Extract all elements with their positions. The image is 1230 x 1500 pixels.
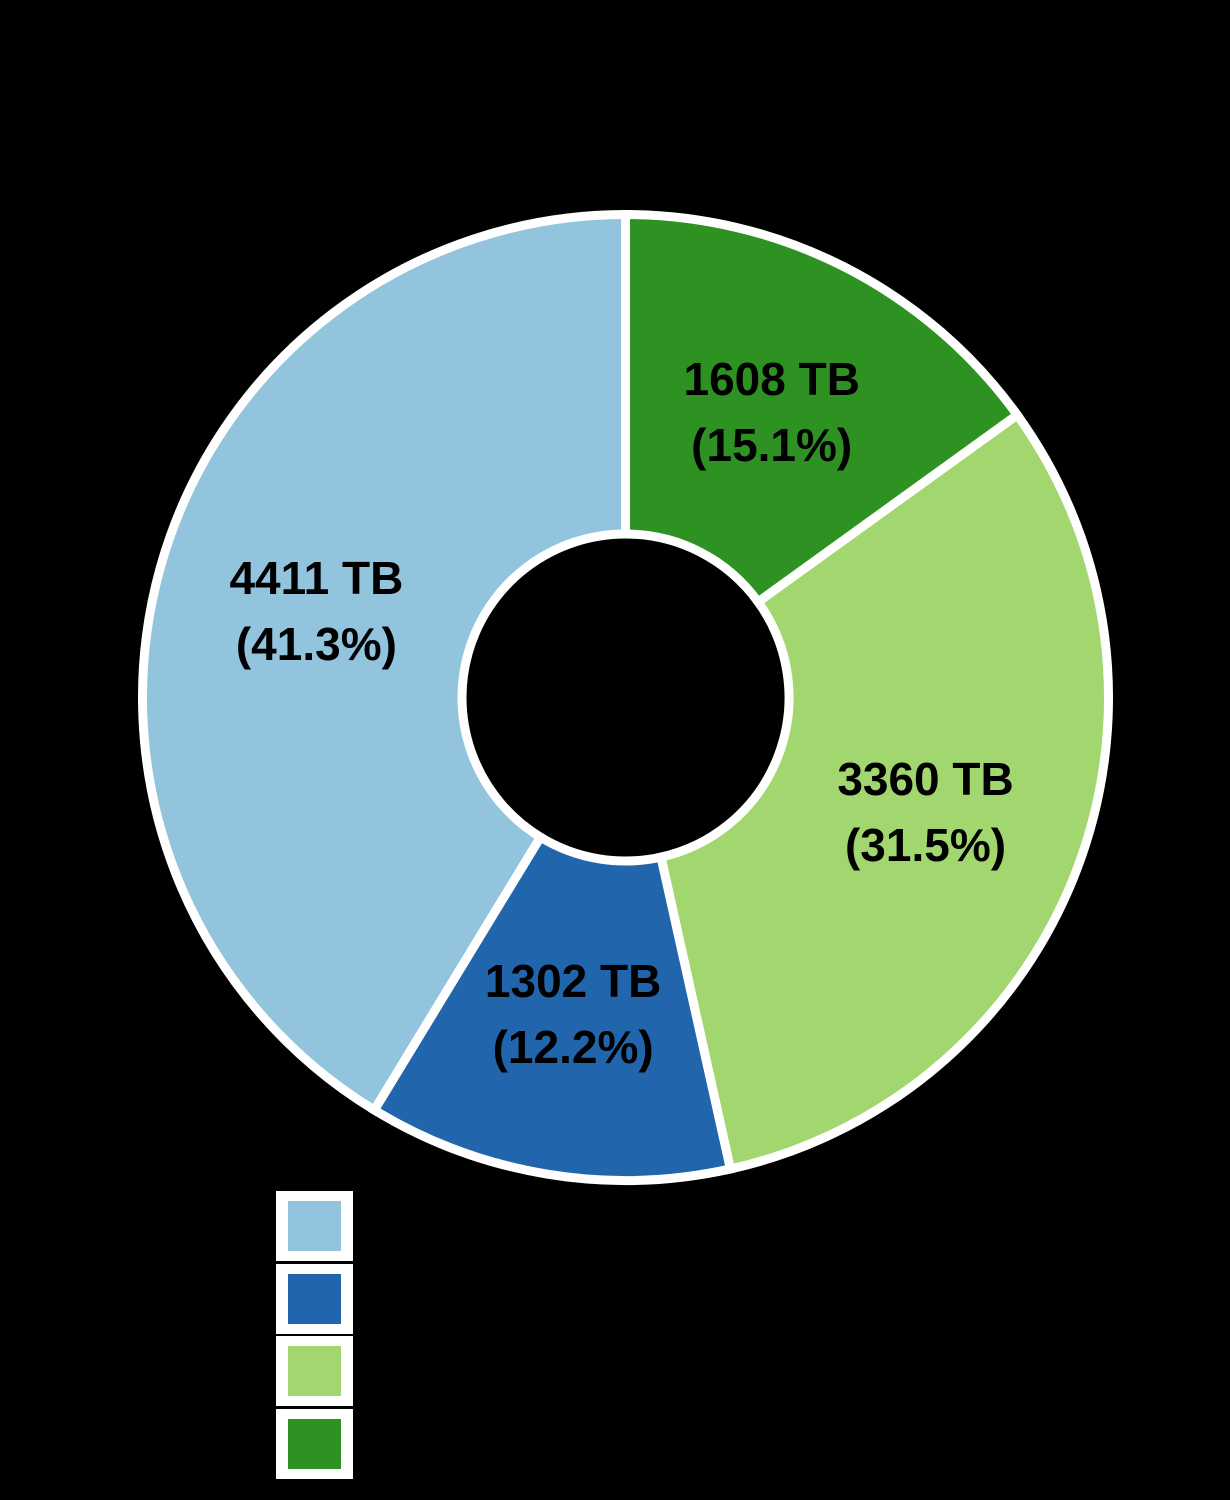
legend-item-1 bbox=[276, 1263, 353, 1334]
pie-slice-0 bbox=[138, 209, 630, 1117]
legend-item-3 bbox=[276, 1408, 353, 1479]
legend-swatch-3 bbox=[288, 1418, 341, 1469]
legend-item-0 bbox=[276, 1191, 353, 1261]
legend-item-2 bbox=[276, 1336, 353, 1406]
pie-slice-2 bbox=[655, 408, 1113, 1175]
legend-swatch-2 bbox=[288, 1346, 341, 1396]
pie-slice-3 bbox=[621, 209, 1024, 609]
legend-swatch-0 bbox=[288, 1201, 341, 1251]
legend-swatch-1 bbox=[288, 1273, 341, 1324]
chart-legend bbox=[276, 1191, 353, 1479]
pie-slice-1 bbox=[368, 830, 736, 1185]
